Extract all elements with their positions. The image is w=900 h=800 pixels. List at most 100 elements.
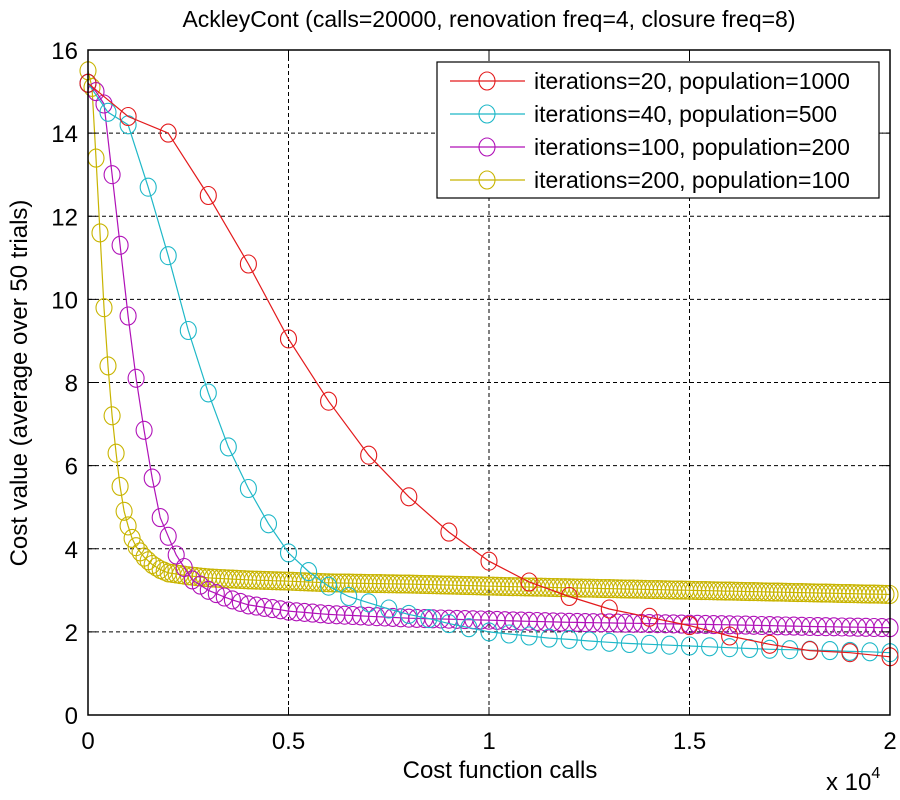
data-point <box>279 329 298 349</box>
x-multiplier-exponent: 4 <box>871 765 880 782</box>
data-point <box>111 476 129 496</box>
data-point <box>761 639 779 659</box>
data-point <box>83 77 101 97</box>
data-point <box>175 557 193 578</box>
data-point <box>600 599 618 619</box>
data-point <box>640 634 658 654</box>
series-1 <box>79 73 899 667</box>
x-multiplier: x 104 <box>826 765 880 796</box>
data-point <box>861 642 879 662</box>
legend-marker <box>478 137 496 157</box>
data-point <box>841 643 859 663</box>
data-point <box>600 632 618 652</box>
data-point <box>99 102 117 122</box>
data-point <box>199 383 217 403</box>
data-point <box>231 592 249 612</box>
data-point <box>340 586 358 607</box>
data-point <box>869 584 887 604</box>
data-point <box>701 637 719 657</box>
data-point <box>877 584 895 604</box>
data-point <box>95 298 113 318</box>
y-tick-label: 10 <box>51 287 78 314</box>
y-tick-label: 6 <box>65 454 78 481</box>
data-point <box>215 587 233 607</box>
y-tick-label: 8 <box>65 371 78 398</box>
data-point <box>741 638 759 659</box>
data-point <box>680 636 699 656</box>
data-point <box>119 516 137 536</box>
data-point <box>259 514 278 534</box>
legend-entry: iterations=100, population=200 <box>450 134 850 160</box>
data-point <box>420 609 438 629</box>
y-tick-label: 14 <box>51 121 78 148</box>
series-line <box>87 82 891 658</box>
y-axis-label: Cost value (average over 50 trials) <box>6 200 33 567</box>
data-point <box>91 223 109 243</box>
ticks: 0 0.5 1 1.5 2 0 2 4 6 8 10 12 14 16 <box>51 38 896 755</box>
data-point <box>360 593 378 613</box>
series-4 <box>79 61 899 605</box>
data-point <box>620 633 638 654</box>
data-point <box>440 522 458 542</box>
data-point <box>115 501 133 521</box>
data-point <box>167 545 185 565</box>
data-point <box>119 106 137 127</box>
legend-label: iterations=40, population=500 <box>534 101 837 127</box>
data-point <box>103 165 121 185</box>
data-point <box>143 554 161 575</box>
legend: iterations=20, population=1000 iterations… <box>436 61 880 199</box>
legend-entry: iterations=40, population=500 <box>450 101 837 127</box>
x-tick-label: 0 <box>81 728 94 755</box>
legend-marker <box>478 104 496 124</box>
chart-title: AckleyCont (calls=20000, renovation freq… <box>182 6 795 32</box>
data-point <box>135 420 153 440</box>
x-tick-label: 1.5 <box>673 728 706 755</box>
data-point <box>239 478 257 499</box>
data-point <box>520 626 538 646</box>
x-tick-label: 2 <box>883 728 896 755</box>
data-point <box>660 635 678 655</box>
data-point <box>400 604 418 624</box>
data-point <box>183 570 201 590</box>
data-point <box>400 487 418 507</box>
data-point <box>721 638 739 658</box>
data-point <box>761 634 779 654</box>
data-point <box>219 437 237 457</box>
data-point <box>199 580 217 600</box>
data-point <box>500 624 518 644</box>
data-point <box>380 599 398 619</box>
data-point <box>721 626 739 646</box>
data-point <box>179 320 197 341</box>
data-point <box>440 614 458 634</box>
data-point <box>147 557 165 577</box>
data-point <box>520 572 538 592</box>
data-point <box>239 254 257 274</box>
data-point <box>103 406 121 426</box>
y-tick-label: 0 <box>65 703 78 730</box>
legend-marker <box>478 170 496 190</box>
legend-box <box>436 61 880 199</box>
legend-marker <box>478 71 496 91</box>
data-point <box>139 177 157 197</box>
data-point <box>540 628 558 648</box>
legend-entry: iterations=200, population=100 <box>450 167 850 193</box>
data-point <box>191 575 209 595</box>
data-point <box>119 306 137 326</box>
x-tick-label: 0.5 <box>272 728 305 755</box>
series-2 <box>79 73 899 663</box>
data-point <box>640 607 658 627</box>
data-point <box>223 590 241 610</box>
data-point <box>320 391 338 411</box>
y-tick-label: 16 <box>51 38 78 65</box>
x-multiplier-base: x 10 <box>826 769 871 796</box>
data-point <box>127 368 145 388</box>
data-point <box>207 584 225 604</box>
series-3 <box>79 73 899 638</box>
data-point <box>320 576 338 596</box>
data-point <box>199 185 217 206</box>
data-point <box>560 586 578 607</box>
data-point <box>279 543 298 563</box>
data-point <box>460 618 478 638</box>
y-tick-label: 2 <box>65 620 78 647</box>
legend-entry: iterations=20, population=1000 <box>450 68 850 94</box>
